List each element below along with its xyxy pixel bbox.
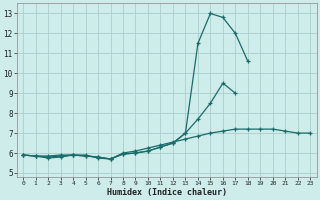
X-axis label: Humidex (Indice chaleur): Humidex (Indice chaleur): [107, 188, 227, 197]
